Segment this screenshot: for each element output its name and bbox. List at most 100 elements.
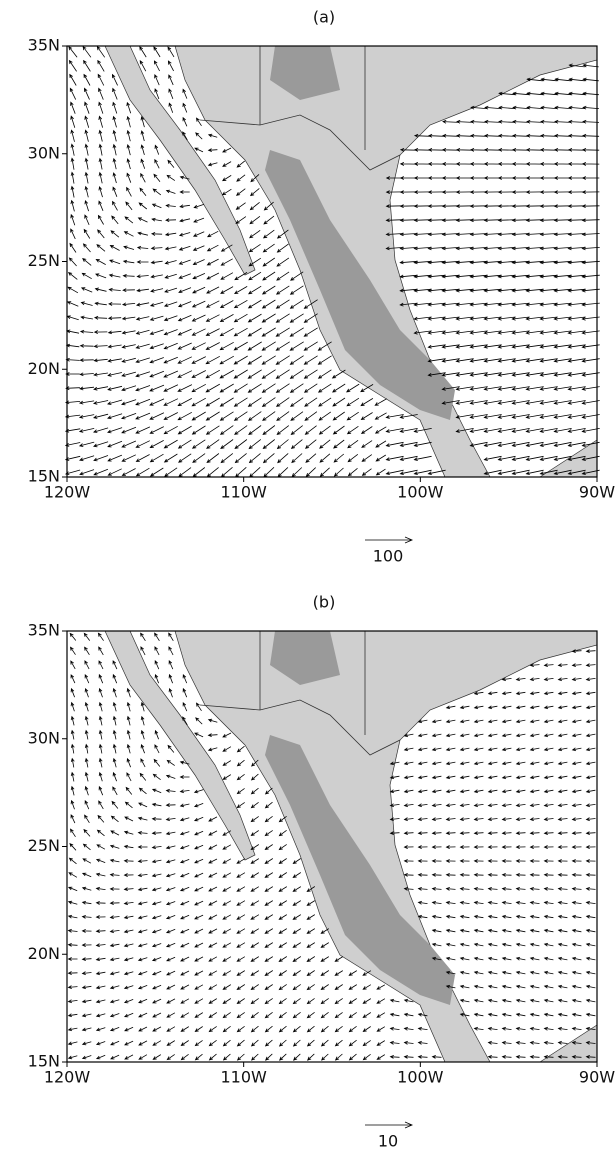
wind-vector xyxy=(191,411,206,421)
wind-vector xyxy=(441,288,460,293)
wind-vector xyxy=(165,859,176,864)
wind-vector xyxy=(483,232,502,237)
wind-vector xyxy=(553,469,572,475)
wind-vector xyxy=(483,372,502,377)
x-tick-label: 90W xyxy=(579,483,615,502)
wind-vector xyxy=(543,747,554,752)
wind-vector xyxy=(70,785,75,796)
wind-vector xyxy=(207,162,218,167)
wind-vector xyxy=(553,372,572,377)
wind-vector xyxy=(191,356,206,364)
wind-vector xyxy=(182,674,188,684)
wind-vector xyxy=(543,831,554,835)
wind-vector xyxy=(208,844,218,850)
wind-vector xyxy=(473,914,484,919)
wind-vector xyxy=(150,274,163,279)
wind-vector xyxy=(108,287,121,292)
wind-vector xyxy=(515,942,526,947)
wind-vector xyxy=(194,886,204,892)
wind-vector xyxy=(165,928,176,934)
wind-vector xyxy=(206,244,219,252)
wind-vector xyxy=(153,46,161,58)
wind-vector xyxy=(571,859,582,863)
wind-vector xyxy=(375,440,387,448)
wind-vector xyxy=(78,428,95,433)
wind-vector xyxy=(233,327,248,337)
wind-vector xyxy=(441,358,460,363)
wind-vector xyxy=(306,886,316,893)
wind-vector xyxy=(96,829,105,837)
wind-vector xyxy=(93,372,108,377)
wind-vector xyxy=(180,928,190,934)
wind-vector xyxy=(571,1012,582,1017)
wind-vector xyxy=(84,729,89,740)
wind-vector xyxy=(376,984,386,990)
wind-vector xyxy=(441,316,460,321)
wind-vector xyxy=(431,747,442,752)
wind-vector xyxy=(111,800,119,809)
wind-vector xyxy=(177,370,193,378)
wind-vector xyxy=(306,1025,315,1033)
wind-vector xyxy=(236,773,245,781)
wind-vector xyxy=(154,660,160,670)
wind-vector xyxy=(320,998,329,1005)
wind-vector xyxy=(275,285,290,295)
wind-vector xyxy=(194,970,204,976)
wind-vector xyxy=(529,998,540,1003)
wind-vector xyxy=(399,455,418,461)
wind-vector xyxy=(250,928,260,934)
wind-vector xyxy=(194,1040,203,1047)
wind-vector xyxy=(459,970,470,975)
wind-vector xyxy=(153,60,160,72)
wind-vector xyxy=(179,789,190,794)
wind-vector xyxy=(469,274,488,279)
wind-vector xyxy=(333,467,344,477)
wind-vector xyxy=(222,1039,231,1047)
wind-vector xyxy=(543,719,554,724)
wind-vector xyxy=(511,469,530,475)
wind-vector xyxy=(455,274,474,279)
wind-vector xyxy=(571,928,582,933)
wind-vector xyxy=(84,129,89,142)
wind-vector xyxy=(109,259,121,265)
wind-vector xyxy=(543,761,554,766)
wind-vector xyxy=(501,1012,512,1017)
wind-vector xyxy=(97,73,105,86)
wind-vector xyxy=(168,88,174,100)
wind-vector xyxy=(317,369,332,379)
wind-vector xyxy=(529,677,540,682)
wind-vector xyxy=(135,467,150,477)
wind-vector xyxy=(571,747,582,752)
wind-vector xyxy=(149,412,165,420)
wind-vector xyxy=(290,425,303,435)
wind-vector xyxy=(249,229,261,239)
wind-vector xyxy=(571,691,582,696)
wind-vector xyxy=(135,412,151,420)
wind-vector xyxy=(278,858,287,865)
wind-vector xyxy=(151,859,162,864)
wind-vector xyxy=(163,398,179,406)
wind-vector xyxy=(483,133,502,138)
wind-vector xyxy=(497,455,516,461)
wind-vector xyxy=(427,232,446,237)
wind-vector xyxy=(154,744,160,754)
wind-vector xyxy=(70,701,75,712)
wind-vector xyxy=(264,830,273,837)
wind-vector xyxy=(233,355,248,365)
wind-vector xyxy=(571,677,582,682)
wind-vector xyxy=(179,817,190,822)
wind-vector xyxy=(208,830,218,836)
wind-vector xyxy=(543,691,554,696)
wind-vector xyxy=(455,133,474,138)
wind-vector xyxy=(525,400,544,405)
wind-vector xyxy=(331,369,346,379)
wind-vector xyxy=(234,453,247,464)
wind-vector xyxy=(473,775,484,780)
wind-vector xyxy=(484,119,502,124)
wind-vector xyxy=(306,900,316,906)
wind-vector xyxy=(487,1026,498,1031)
wind-vector xyxy=(427,330,446,335)
wind-vector xyxy=(236,1053,245,1061)
wind-vector xyxy=(334,984,343,991)
